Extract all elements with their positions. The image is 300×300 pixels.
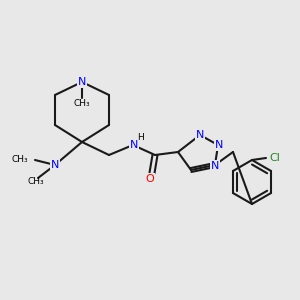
Text: Cl: Cl: [270, 153, 280, 163]
Text: N: N: [51, 160, 59, 170]
Text: CH₃: CH₃: [11, 155, 28, 164]
Text: N: N: [215, 140, 223, 150]
Text: N: N: [130, 140, 138, 150]
Text: O: O: [146, 174, 154, 184]
Text: CH₃: CH₃: [28, 178, 44, 187]
Text: N: N: [78, 77, 86, 87]
Text: CH₃: CH₃: [74, 100, 90, 109]
Text: N: N: [211, 161, 219, 171]
Text: N: N: [196, 130, 204, 140]
Text: H: H: [136, 134, 143, 142]
